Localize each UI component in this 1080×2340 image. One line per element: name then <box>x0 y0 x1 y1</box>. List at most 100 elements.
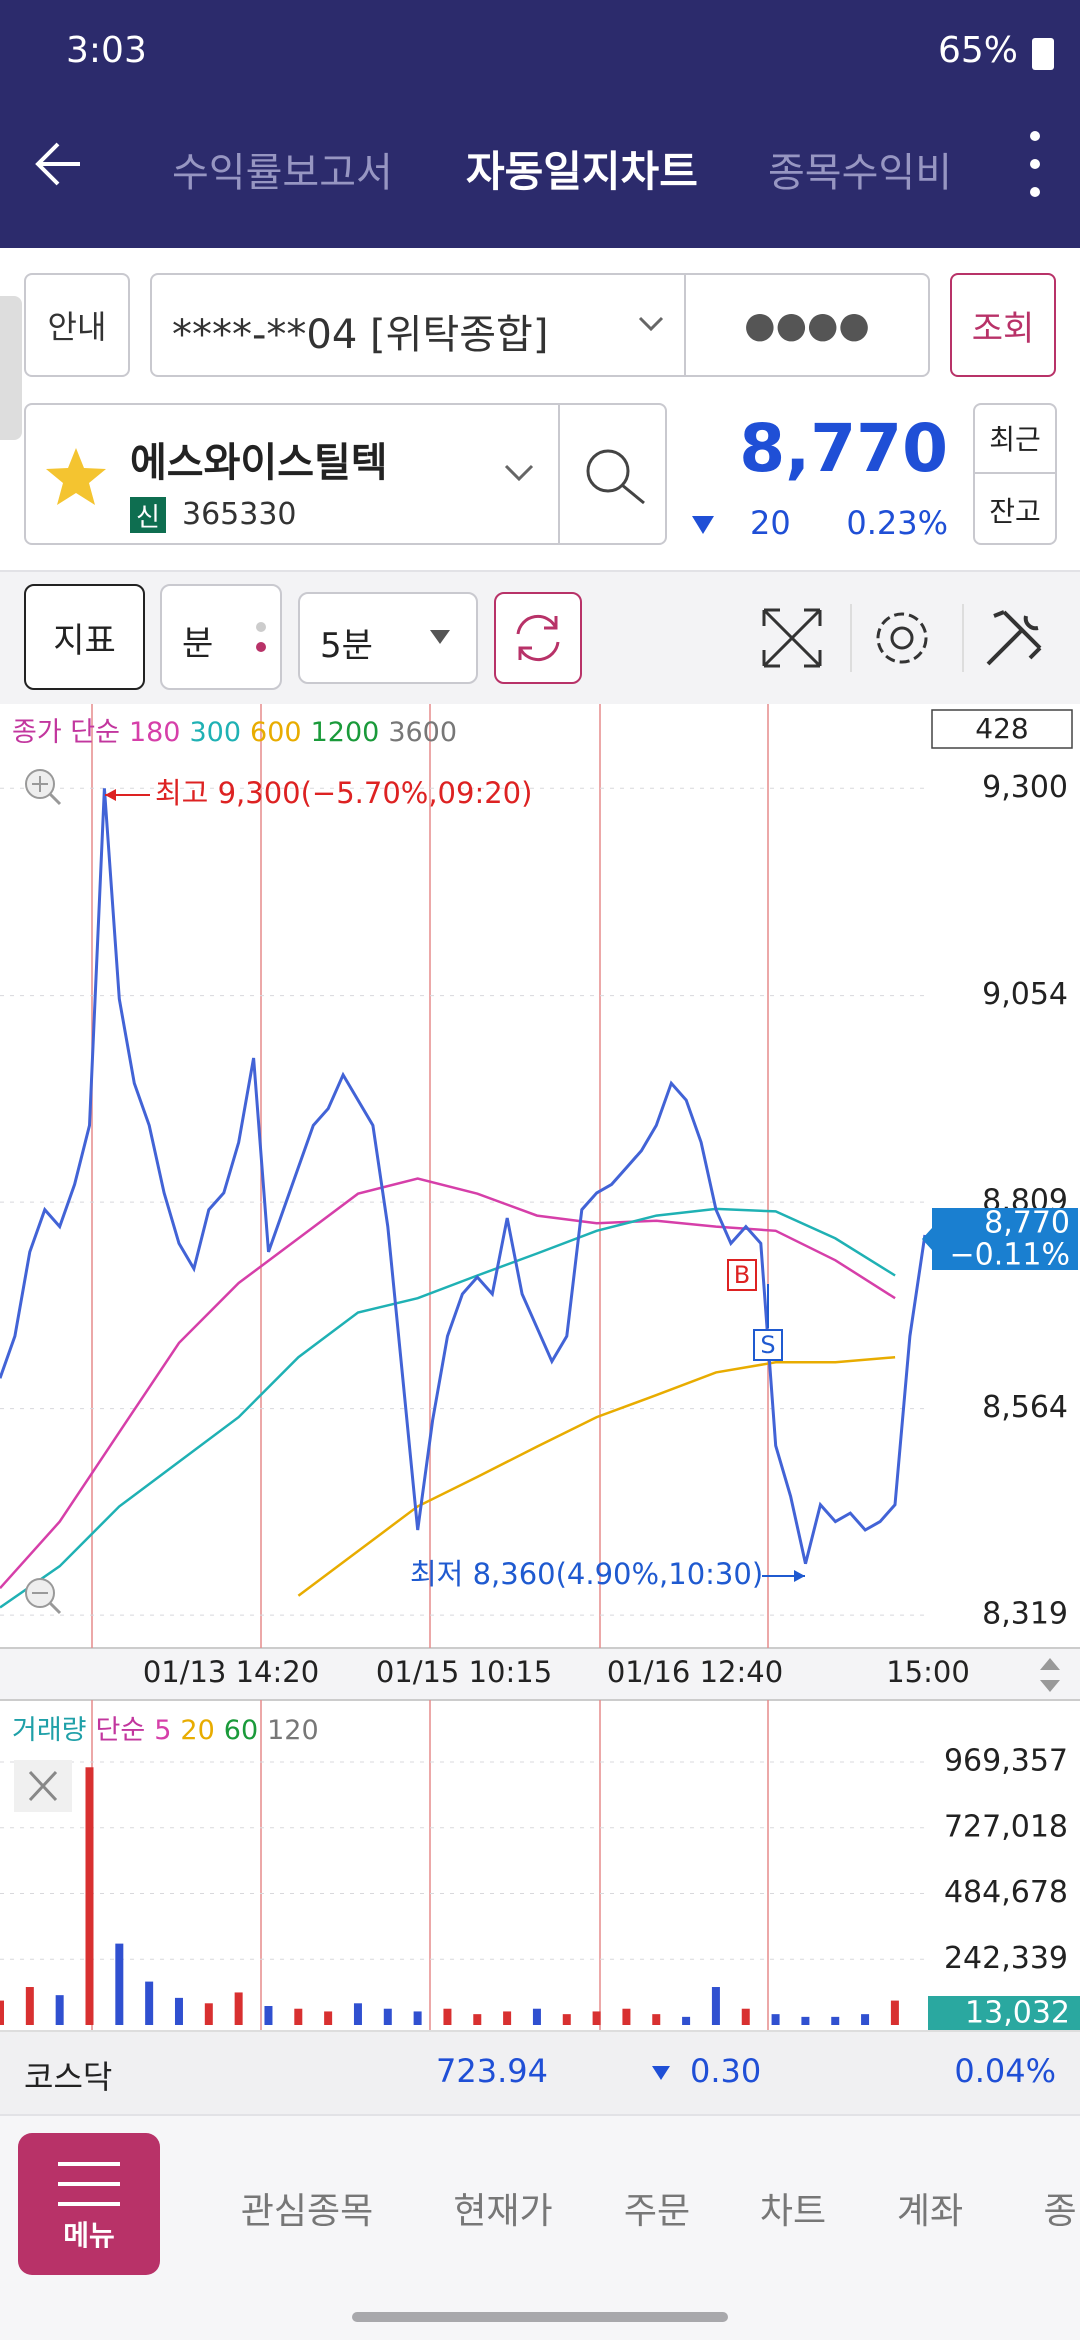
menu-label: 메뉴 <box>63 2219 115 2252</box>
volume-bar <box>890 2000 899 2025</box>
volume-bar <box>861 2014 870 2025</box>
volume-bar <box>532 2008 541 2025</box>
volume-bar <box>353 2003 362 2025</box>
dropdown-icon <box>430 630 450 644</box>
status-time: 3:03 <box>66 30 147 71</box>
y-tick-label: 727,018 <box>944 1809 1068 1844</box>
index-rate: 0.04% <box>954 2052 1056 2090</box>
badge: 신 <box>130 497 166 533</box>
home-indicator <box>352 2312 728 2322</box>
nav-item[interactable]: 관심종목 <box>240 2191 374 2232</box>
divider <box>962 604 964 672</box>
current-volume-box <box>928 1996 1080 2030</box>
high-arrow <box>105 789 116 801</box>
period-select[interactable] <box>298 592 478 684</box>
settings-icon[interactable] <box>870 606 934 670</box>
more-button[interactable] <box>1020 124 1050 204</box>
search-icon[interactable] <box>582 445 648 507</box>
minute-label: 분 <box>182 624 214 664</box>
x-tick-label: 01/15 10:15 <box>376 1655 552 1689</box>
divider <box>558 405 560 543</box>
volume-bar <box>85 1767 94 2025</box>
price-line <box>0 788 927 1565</box>
sell-label: S <box>760 1331 775 1359</box>
down-triangle <box>652 2066 670 2080</box>
volume-bar <box>204 2003 213 2025</box>
account-number: ****-**04 [위탁종합] <box>172 312 549 358</box>
star-icon[interactable] <box>44 446 108 508</box>
query-button[interactable]: 조회 <box>950 273 1056 377</box>
y-tick-label: 242,339 <box>944 1941 1068 1976</box>
menu-icon <box>58 2162 120 2206</box>
volume-bar <box>443 2008 452 2025</box>
volume-bar <box>145 1981 154 2025</box>
tab-active[interactable]: 자동일지차트 <box>466 147 698 196</box>
price-change: 20 <box>750 504 791 542</box>
tools-icon[interactable] <box>982 606 1046 670</box>
balance-button[interactable]: 잔고 <box>989 494 1041 528</box>
account-box[interactable] <box>150 273 930 377</box>
x-tick-label: 01/13 14:20 <box>143 1655 319 1689</box>
moving-average <box>297 1355 896 1597</box>
zoom-icon <box>48 792 62 806</box>
drawer-handle[interactable] <box>0 296 22 440</box>
scroll-icon <box>1040 1658 1060 1692</box>
legend-item: 60 <box>224 1715 258 1746</box>
current-volume: 13,032 <box>965 1996 1070 2031</box>
low-arrow <box>794 1570 805 1582</box>
price-bg <box>0 704 1080 1648</box>
expand-icon[interactable] <box>760 606 824 670</box>
change-rate: 0.23% <box>846 504 948 542</box>
nav-item[interactable]: 현재가 <box>453 2191 553 2232</box>
x-tick-label: 01/16 12:40 <box>607 1655 783 1689</box>
down-triangle <box>692 516 714 534</box>
legend-item: 20 <box>180 1715 214 1746</box>
back-button[interactable] <box>30 134 90 194</box>
legend-item: 3600 <box>388 717 457 748</box>
volume-bar <box>711 1987 720 2025</box>
dot <box>256 622 266 632</box>
legend-item: 거래량 <box>12 1715 87 1746</box>
nav-item[interactable]: 차트 <box>759 2191 827 2232</box>
refresh-button[interactable] <box>494 592 582 684</box>
legend-item: 5 <box>154 1715 171 1746</box>
guide-button[interactable]: 안내 <box>24 273 130 377</box>
dropdown-icon <box>504 464 534 482</box>
index-value: 723.94 <box>436 2052 548 2090</box>
tab[interactable]: 수익률보고서 <box>172 150 393 196</box>
tab[interactable]: 종목수익비 <box>768 150 952 196</box>
volume-bar <box>294 2008 303 2025</box>
index-change: 0.30 <box>690 2052 762 2090</box>
y-tick-label: 8,319 <box>982 1597 1068 1632</box>
legend-item: 1200 <box>311 717 380 748</box>
moving-average <box>0 1207 896 1609</box>
volume-bar <box>682 2016 691 2025</box>
index-bar <box>0 2030 1080 2114</box>
y-tick-label: 969,357 <box>944 1744 1068 1779</box>
minute-button[interactable] <box>160 584 282 690</box>
recent-button[interactable]: 최근 <box>973 403 1057 474</box>
price: 8,770 <box>739 410 948 487</box>
x-tick-label: 15:00 <box>886 1655 970 1689</box>
nav-item[interactable]: 주문 <box>623 2191 691 2232</box>
dropdown-icon <box>638 316 664 332</box>
volume-bar <box>771 2014 780 2025</box>
volume-bar <box>831 2016 840 2025</box>
legend-item: 600 <box>250 717 302 748</box>
legend-item: 단순 <box>96 1715 146 1746</box>
volume-bar <box>264 2006 273 2025</box>
volume-bar <box>652 2014 661 2025</box>
divider <box>0 570 1080 572</box>
count: 428 <box>975 712 1028 745</box>
divider <box>850 604 852 672</box>
nav-item[interactable]: 계좌 <box>896 2191 964 2232</box>
volume-bar <box>503 2011 512 2025</box>
volume-bar <box>234 1992 243 2025</box>
battery-text: 65% <box>937 30 1018 71</box>
current-price-box <box>922 1208 1078 1270</box>
indicator-button[interactable]: 지표 <box>24 584 145 690</box>
password[interactable]: ●●●● <box>744 304 870 346</box>
battery-icon <box>1032 38 1054 70</box>
nav-item[interactable]: 종 <box>1043 2191 1077 2232</box>
legend-item: 300 <box>190 717 242 748</box>
